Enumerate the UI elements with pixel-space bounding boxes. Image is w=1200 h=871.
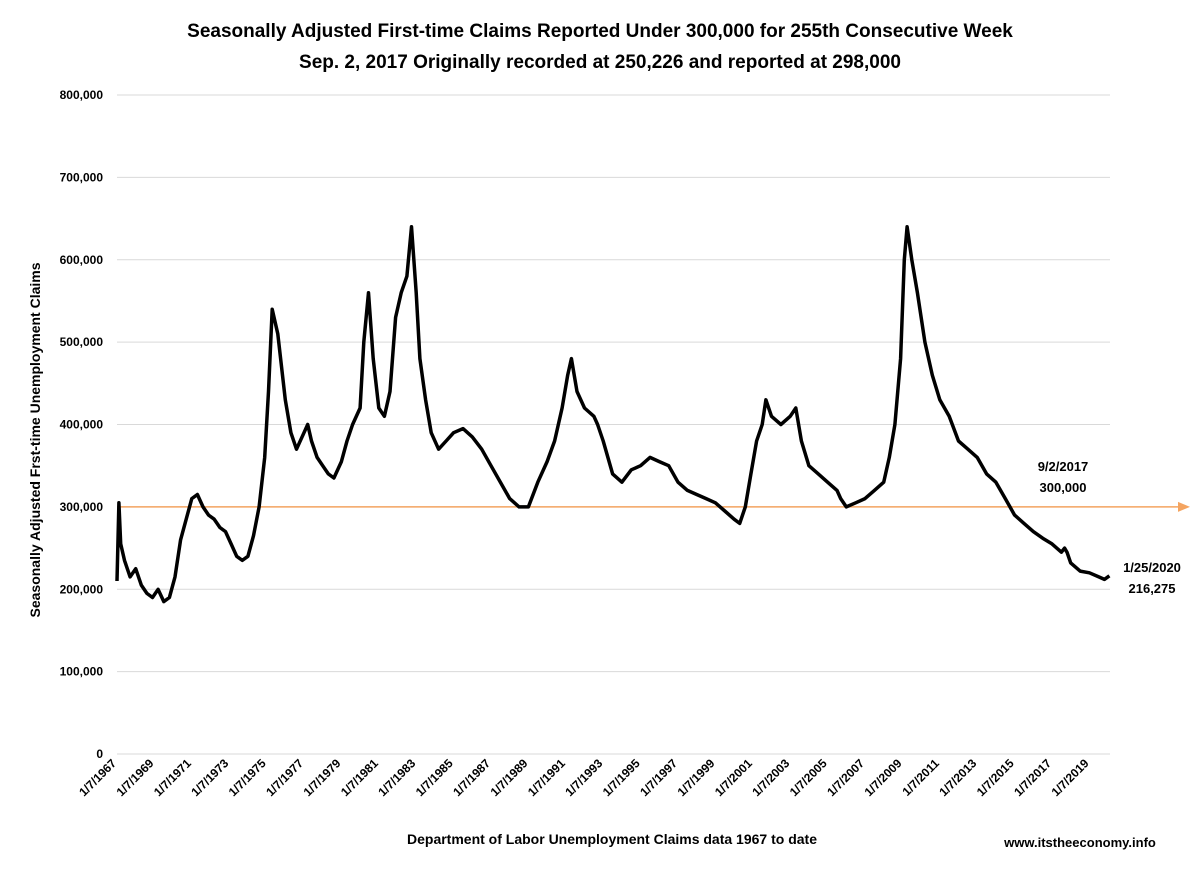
x-tick-label: 1/7/1995 xyxy=(600,756,643,799)
x-tick-label: 1/7/2009 xyxy=(862,756,905,799)
x-tick-label: 1/7/1991 xyxy=(525,756,568,799)
x-tick-label: 1/7/2011 xyxy=(899,756,942,799)
y-tick-label: 300,000 xyxy=(60,500,104,514)
credit-text: www.itstheeconomy.info xyxy=(1003,835,1156,850)
x-tick-label: 1/7/2017 xyxy=(1011,756,1054,799)
x-tick-label: 1/7/1987 xyxy=(450,756,493,799)
x-tick-label: 1/7/1975 xyxy=(226,756,269,799)
chart-title: Seasonally Adjusted First-time Claims Re… xyxy=(187,21,1013,42)
y-tick-label: 200,000 xyxy=(60,582,104,596)
y-tick-label: 400,000 xyxy=(60,418,104,432)
y-tick-label: 100,000 xyxy=(60,665,104,679)
x-tick-label: 1/7/1969 xyxy=(114,756,157,799)
x-tick-label: 1/7/2003 xyxy=(749,756,792,799)
x-tick-label: 1/7/1977 xyxy=(263,756,306,799)
x-tick-label: 1/7/2001 xyxy=(712,756,755,799)
x-axis-ticks: 1/7/19671/7/19691/7/19711/7/19731/7/1975… xyxy=(76,756,1092,799)
y-axis-label: Seasonally Adjusted Frst-time Unemployme… xyxy=(27,262,43,617)
x-tick-label: 1/7/2005 xyxy=(787,756,830,799)
x-tick-label: 1/7/1993 xyxy=(562,756,605,799)
x-tick-label: 1/7/1983 xyxy=(375,756,418,799)
y-tick-label: 700,000 xyxy=(60,170,104,184)
x-tick-label: 1/7/2019 xyxy=(1049,756,1092,799)
x-axis-label: Department of Labor Unemployment Claims … xyxy=(407,831,817,847)
y-tick-label: 500,000 xyxy=(60,335,104,349)
x-tick-label: 1/7/2007 xyxy=(824,756,867,799)
y-tick-label: 600,000 xyxy=(60,253,104,267)
x-tick-label: 1/7/2015 xyxy=(974,756,1017,799)
annotation-2020-value: 216,275 xyxy=(1129,581,1176,596)
y-tick-label: 0 xyxy=(96,747,103,761)
x-tick-label: 1/7/1981 xyxy=(338,756,381,799)
annotation-2017-date: 9/2/2017 xyxy=(1038,459,1089,474)
x-tick-label: 1/7/1997 xyxy=(637,756,680,799)
x-tick-label: 1/7/1971 xyxy=(151,756,194,799)
x-tick-label: 1/7/1967 xyxy=(76,756,119,799)
x-tick-label: 1/7/1999 xyxy=(675,756,718,799)
y-axis-ticks: 0 100,000 200,000 300,000 400,000 500,000 600,… xyxy=(60,88,104,761)
reference-line-arrowhead xyxy=(1178,501,1190,512)
x-tick-label: 1/7/1989 xyxy=(488,756,531,799)
annotation-2017-value: 300,000 xyxy=(1040,480,1087,495)
x-tick-label: 1/7/1979 xyxy=(301,756,344,799)
x-tick-label: 1/7/1973 xyxy=(188,756,231,799)
x-tick-label: 1/7/2013 xyxy=(936,756,979,799)
x-tick-label: 1/7/1985 xyxy=(413,756,456,799)
chart-subtitle: Sep. 2, 2017 Originally recorded at 250,… xyxy=(299,52,901,73)
annotation-2020-date: 1/25/2020 xyxy=(1123,560,1181,575)
y-tick-label: 800,000 xyxy=(60,88,104,102)
series-line-claims xyxy=(115,225,1111,604)
